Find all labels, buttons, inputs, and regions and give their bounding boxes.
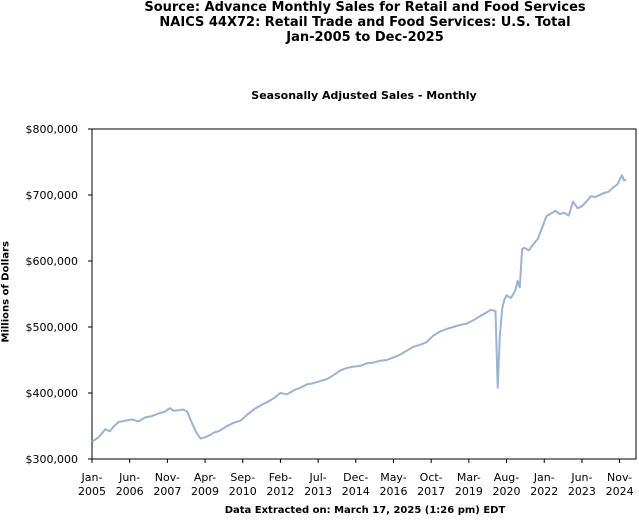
x-tick-month: Jul- xyxy=(308,471,326,484)
x-tick-month: May- xyxy=(380,471,407,484)
x-tick-month: Jun- xyxy=(570,471,592,484)
y-tick-label: $300,000 xyxy=(26,453,79,466)
y-tick-label: $700,000 xyxy=(26,189,79,202)
chart-title-line-3: Jan-2005 to Dec-2025 xyxy=(286,30,444,45)
x-tick-month: Dec- xyxy=(343,471,368,484)
series-line xyxy=(91,174,627,443)
series-group xyxy=(91,174,627,443)
y-tick-label: $600,000 xyxy=(26,255,79,268)
data-extracted-note: Data Extracted on: March 17, 2025 (1:26 … xyxy=(224,505,506,516)
x-tick-year: 2005 xyxy=(78,485,106,498)
chart-subtitle: Seasonally Adjusted Sales - Monthly xyxy=(251,89,477,102)
y-tick-label: $400,000 xyxy=(26,387,79,400)
y-tick-label: $800,000 xyxy=(26,123,79,136)
x-tick-year: 2006 xyxy=(116,485,144,498)
x-tick-year: 2010 xyxy=(229,485,257,498)
y-axis: $300,000 $400,000 $500,000 $600,000 $700,000… xyxy=(26,123,92,466)
x-axis: Jan-2005Jun-2006Nov-2007Apr-2009Sep-2010… xyxy=(78,459,634,498)
x-tick-year: 2016 xyxy=(379,485,407,498)
x-tick-month: Feb- xyxy=(269,471,292,484)
x-tick-year: 2019 xyxy=(455,485,483,498)
plot-area xyxy=(91,128,637,460)
x-tick-year: 2020 xyxy=(493,485,521,498)
x-tick-month: Oct- xyxy=(420,471,443,484)
x-tick-year: 2022 xyxy=(530,485,558,498)
x-tick-year: 2013 xyxy=(304,485,332,498)
x-tick-month: Sep- xyxy=(230,471,255,484)
x-tick-month: Aug- xyxy=(494,471,519,484)
x-tick-month: Jun- xyxy=(118,471,140,484)
x-tick-month: Nov- xyxy=(607,471,632,484)
x-tick-month: Mar- xyxy=(457,471,481,484)
x-tick-year: 2012 xyxy=(266,485,294,498)
x-tick-month: Nov- xyxy=(155,471,180,484)
x-tick-year: 2024 xyxy=(606,485,634,498)
y-tick-label: $500,000 xyxy=(26,321,79,334)
x-tick-year: 2017 xyxy=(417,485,445,498)
x-tick-month: Jan- xyxy=(533,471,555,484)
x-tick-year: 2009 xyxy=(191,485,219,498)
chart-title-line-1: Source: Advance Monthly Sales for Retail… xyxy=(144,0,586,15)
x-tick-year: 2014 xyxy=(342,485,370,498)
x-tick-year: 2007 xyxy=(153,485,181,498)
x-tick-month: Apr- xyxy=(194,471,216,484)
x-tick-month: Jan- xyxy=(81,471,103,484)
chart-title-line-2: NAICS 44X72: Retail Trade and Food Servi… xyxy=(159,15,571,30)
x-tick-year: 2023 xyxy=(568,485,596,498)
